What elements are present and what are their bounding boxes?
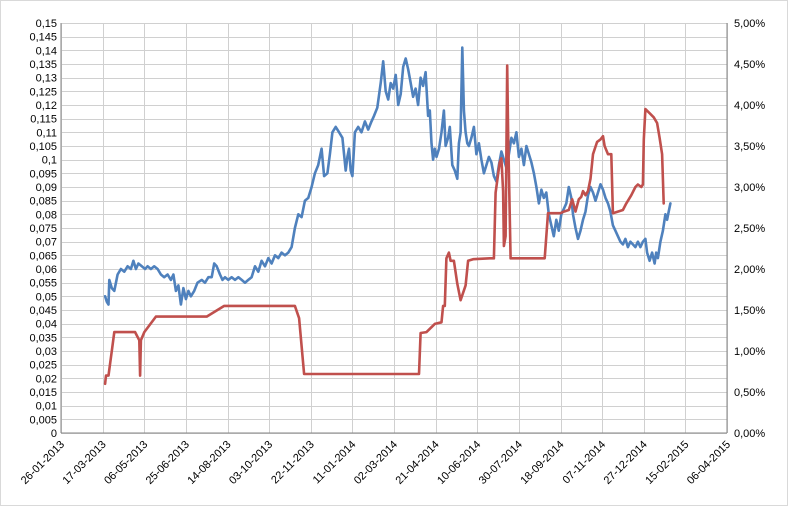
left-tick-label: 0,125 [29, 86, 57, 98]
x-tick-label: 17-03-2013 [60, 439, 108, 487]
x-tick-label: 10-06-2014 [435, 439, 483, 487]
grid [61, 23, 728, 434]
right-tick-label: 4,50% [734, 59, 765, 71]
left-tick-label: 0,08 [36, 209, 57, 221]
x-tick-label: 27-12-2014 [602, 439, 650, 487]
left-tick-label: 0,11 [36, 127, 57, 139]
x-tick-label: 06-05-2013 [102, 439, 150, 487]
axes [60, 23, 728, 434]
left-tick-label: 0,03 [36, 346, 57, 358]
left-tick-label: 0,095 [29, 168, 57, 180]
left-tick-label: 0,065 [29, 250, 57, 262]
x-tick-label: 03-10-2013 [227, 439, 275, 487]
left-tick-label: 0 [51, 428, 57, 440]
x-tick-label: 26-01-2013 [19, 439, 67, 487]
left-tick-label: 0,135 [29, 59, 57, 71]
x-tick-label: 18-09-2014 [518, 439, 566, 487]
left-tick-label: 0,145 [29, 32, 57, 44]
x-axis-tick-labels: 26-01-201317-03-201306-05-201325-06-2013… [19, 439, 733, 487]
right-tick-label: 5,00% [734, 18, 765, 30]
left-tick-label: 0,105 [29, 141, 57, 153]
x-tick-label: 14-08-2013 [185, 439, 233, 487]
left-tick-label: 0,04 [36, 319, 57, 331]
right-tick-label: 2,50% [734, 223, 765, 235]
left-tick-label: 0,15 [36, 18, 57, 30]
left-tick-label: 0,14 [36, 45, 57, 57]
left-tick-label: 0,09 [36, 182, 57, 194]
x-tick-label: 06-04-2015 [685, 439, 733, 487]
right-tick-label: 1,00% [734, 346, 765, 358]
left-tick-label: 0,02 [36, 373, 57, 385]
right-tick-label: 0,00% [734, 428, 765, 440]
left-tick-label: 0,01 [36, 401, 57, 413]
series-line-right-axis [103, 64, 665, 386]
left-tick-label: 0,015 [29, 387, 57, 399]
left-tick-label: 0,1 [42, 155, 57, 167]
left-tick-label: 0,075 [29, 223, 57, 235]
right-tick-label: 4,00% [734, 100, 765, 112]
left-tick-label: 0,085 [29, 196, 57, 208]
right-tick-label: 0,50% [734, 387, 765, 399]
left-tick-label: 0,045 [29, 305, 57, 317]
left-tick-label: 0,005 [29, 414, 57, 426]
left-tick-label: 0,13 [36, 73, 57, 85]
x-tick-label: 25-06-2013 [144, 439, 192, 487]
x-tick-label: 21-04-2014 [393, 439, 441, 487]
right-tick-label: 2,00% [734, 264, 765, 276]
x-tick-label: 02-03-2014 [352, 439, 400, 487]
left-tick-label: 0,055 [29, 278, 57, 290]
right-tick-label: 3,00% [734, 182, 765, 194]
left-tick-label: 0,025 [29, 360, 57, 372]
series-line-left-axis [103, 46, 672, 306]
x-tick-label: 22-11-2013 [269, 439, 317, 487]
left-tick-label: 0,07 [36, 237, 57, 249]
x-tick-label: 15-02-2015 [643, 439, 691, 487]
left-tick-label: 0,05 [36, 291, 57, 303]
left-tick-label: 0,035 [29, 332, 57, 344]
right-tick-label: 1,50% [734, 305, 765, 317]
series [103, 46, 672, 386]
left-tick-label: 0,115 [30, 114, 57, 126]
x-tick-label: 30-07-2014 [477, 439, 525, 487]
right-axis-tick-labels: 0,00% 0,50% 1,00% 1,50% 2,00% 2,50% 3,00% 3,50%… [734, 18, 765, 440]
right-tick-label: 3,50% [734, 141, 765, 153]
left-tick-label: 0,06 [36, 264, 57, 276]
left-tick-label: 0,12 [36, 100, 57, 112]
